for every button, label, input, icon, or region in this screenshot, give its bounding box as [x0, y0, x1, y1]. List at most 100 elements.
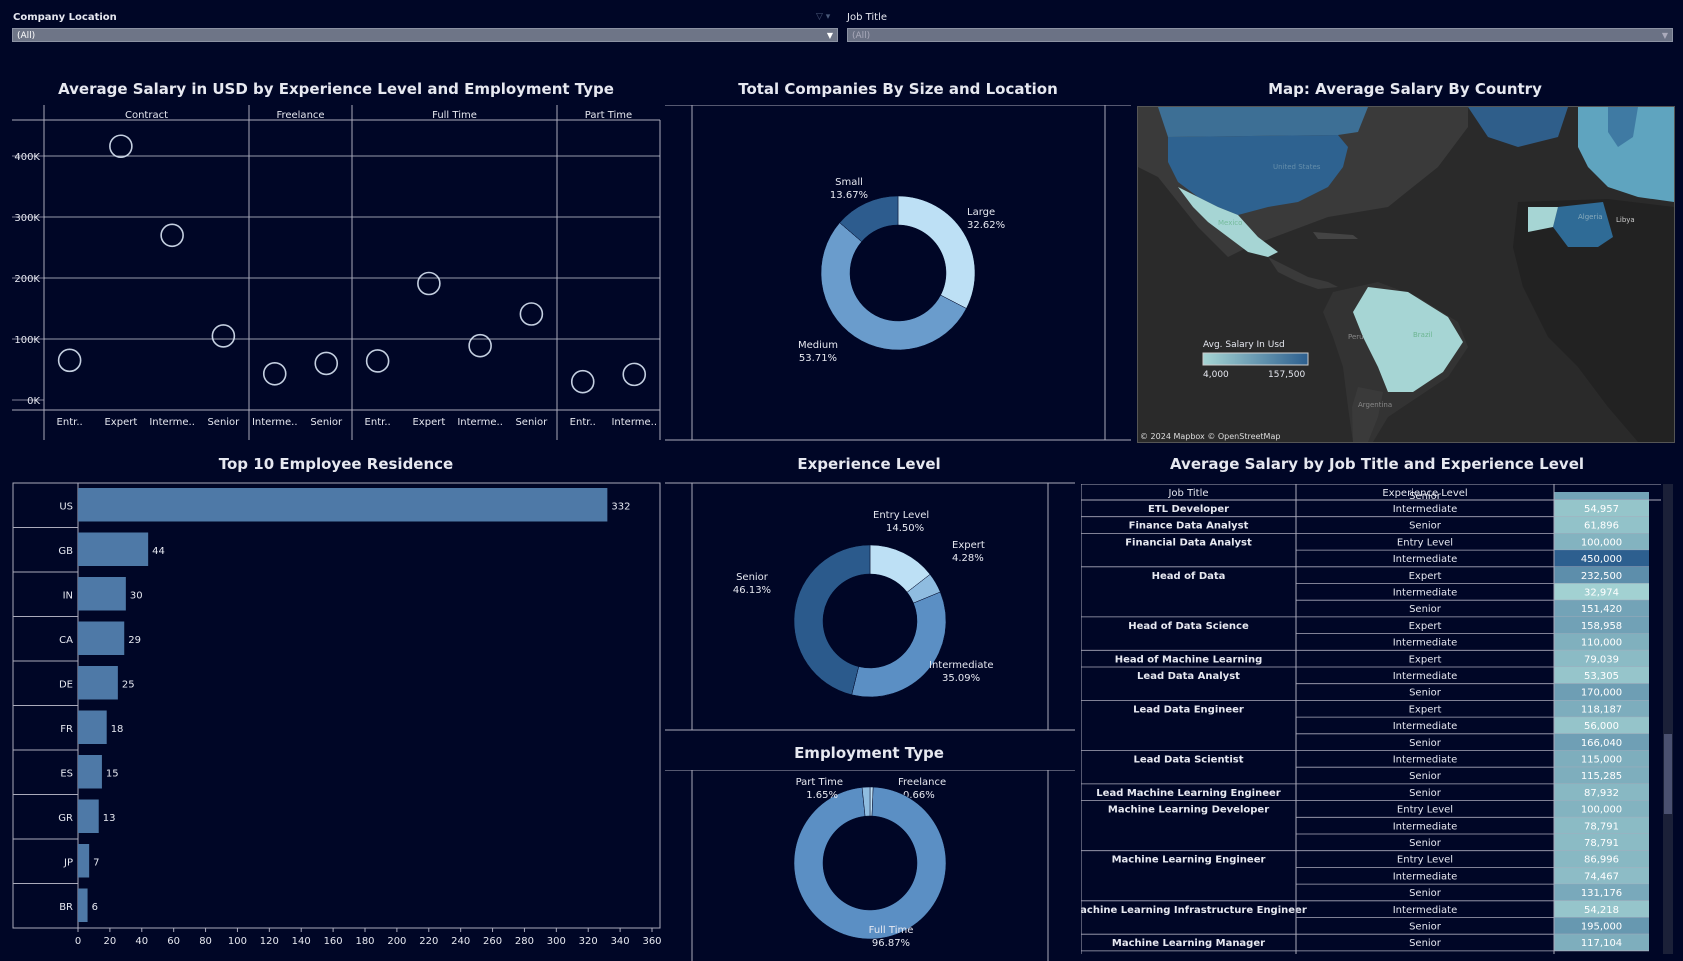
- table-salary-cell[interactable]: [1554, 650, 1649, 667]
- table-salary-cell[interactable]: [1554, 616, 1649, 634]
- experience-slice-label: Expert: [952, 540, 985, 551]
- table-job-title: Lead Data Analyst: [1137, 671, 1240, 682]
- table-salary-cell[interactable]: [1554, 917, 1649, 935]
- table-salary-cell[interactable]: [1554, 500, 1649, 517]
- bar[interactable]: [78, 488, 608, 522]
- bar-x-tick-label: 260: [483, 936, 502, 947]
- table-job-title: Head of Data: [1152, 571, 1226, 582]
- table-header-job-title: Job Title: [1167, 488, 1208, 499]
- table-salary-cell[interactable]: [1554, 800, 1649, 818]
- table-salary-value: 115,000: [1581, 755, 1622, 766]
- table-scrollbar[interactable]: [1663, 484, 1673, 954]
- experience-donut[interactable]: Entry Level 14.50% Expert 4.28% Intermediate…: [665, 480, 1075, 735]
- bar[interactable]: [78, 755, 102, 789]
- company-size-donut[interactable]: Large 32.62% Medium 53.71% Small 13.67%: [665, 105, 1131, 445]
- experience-slice-label: Senior: [736, 572, 769, 583]
- salary-scatter-chart[interactable]: 0K 100K 200K 300K 400K Contract Entr.. Expert In…: [0, 0, 665, 445]
- job-title-dropdown[interactable]: (All) ▼: [847, 28, 1673, 42]
- salary-table[interactable]: Job Title Experience Level Senior ETL Devel…: [1081, 484, 1661, 954]
- central-america-land: [1268, 257, 1338, 289]
- bar[interactable]: [78, 666, 118, 700]
- table-salary-cell[interactable]: [1554, 783, 1649, 801]
- scatter-point[interactable]: [211, 324, 236, 348]
- table-salary-cell[interactable]: [1554, 867, 1649, 885]
- scatter-point[interactable]: [109, 134, 133, 159]
- bar[interactable]: [78, 888, 88, 923]
- table-salary-cell[interactable]: [1554, 834, 1649, 851]
- scatter-x-tick-label: Senior: [515, 417, 548, 428]
- bar[interactable]: [78, 844, 90, 878]
- scatter-point[interactable]: [262, 361, 287, 386]
- table-job-title: Machine Learning Infrastructure Engineer: [1081, 905, 1307, 916]
- table-salary-value: 151,420: [1581, 604, 1622, 615]
- bar-x-tick-label: 240: [451, 936, 470, 947]
- table-salary-cell[interactable]: [1554, 900, 1649, 918]
- residence-title: Top 10 Employee Residence: [218, 455, 454, 473]
- bar[interactable]: [78, 710, 107, 745]
- table-salary-cell[interactable]: [1554, 817, 1649, 834]
- table-salary-cell[interactable]: [1554, 667, 1649, 684]
- table-salary-value: 100,000: [1581, 537, 1622, 548]
- scatter-x-tick-label: Interme..: [611, 417, 657, 428]
- experience-slice[interactable]: [793, 544, 871, 696]
- table-salary-cell[interactable]: [1554, 516, 1649, 534]
- company-location-dropdown[interactable]: (All) ▼: [12, 28, 838, 42]
- scatter-point[interactable]: [365, 349, 390, 373]
- table-salary-cell[interactable]: [1554, 566, 1649, 584]
- table-experience-cell: Intermediate: [1393, 671, 1458, 682]
- bar[interactable]: [78, 577, 126, 611]
- chevron-down-icon[interactable]: ▼: [826, 31, 833, 40]
- scatter-point[interactable]: [314, 351, 339, 376]
- company-size-slice[interactable]: [897, 195, 976, 309]
- table-salary-cell[interactable]: [1554, 550, 1649, 567]
- scatter-point[interactable]: [468, 333, 492, 358]
- scatter-point[interactable]: [622, 362, 647, 387]
- employment-slice[interactable]: [861, 786, 871, 817]
- salary-map[interactable]: United States Mexico Brazil Peru Argenti…: [1137, 106, 1675, 443]
- table-salary-cell[interactable]: [1554, 633, 1649, 651]
- bar-value-label: 7: [93, 857, 99, 868]
- table-salary-cell[interactable]: [1554, 583, 1649, 601]
- table-salary-cell[interactable]: [1554, 884, 1649, 901]
- bar-value-label: 25: [122, 679, 135, 690]
- employment-slice-pct: 0.66%: [903, 790, 935, 801]
- bar[interactable]: [78, 532, 149, 567]
- company-size-slice-label: Medium: [798, 340, 838, 351]
- map-canvas[interactable]: United States Mexico Brazil Peru Argenti…: [1138, 107, 1674, 442]
- scatter-point[interactable]: [519, 302, 544, 326]
- company-size-slice[interactable]: [839, 195, 899, 242]
- table-salary-cell[interactable]: [1554, 717, 1649, 734]
- experience-slice-pct: 4.28%: [952, 553, 984, 564]
- table-salary-cell[interactable]: [1554, 683, 1649, 701]
- table-experience-cell: Intermediate: [1393, 755, 1458, 766]
- company-size-slice[interactable]: [820, 222, 967, 351]
- table-salary-value: 56,000: [1584, 721, 1619, 732]
- bar-value-label: 332: [611, 501, 630, 512]
- employment-donut[interactable]: Freelance 0.66% Full Time 96.87% Part Time 1.…: [665, 770, 1075, 961]
- table-salary-cell[interactable]: [1554, 750, 1649, 768]
- table-salary-cell[interactable]: [1554, 767, 1649, 784]
- mexico-region: [1178, 187, 1278, 257]
- table-salary-cell[interactable]: [1554, 700, 1649, 718]
- filter-funnel-icon[interactable]: ▽ ▾: [816, 12, 831, 22]
- table-salary-cell[interactable]: [1554, 850, 1649, 868]
- scatter-point[interactable]: [417, 271, 441, 296]
- table-salary-cell[interactable]: [1554, 934, 1649, 951]
- map-legend-title: Avg. Salary In Usd: [1203, 340, 1285, 350]
- table-salary-cell[interactable]: [1554, 733, 1649, 751]
- map-label-br: Brazil: [1413, 331, 1433, 339]
- table-salary-cell[interactable]: [1554, 600, 1649, 617]
- bar-x-tick-label: 120: [260, 936, 279, 947]
- table-job-title: Financial Data Analyst: [1125, 537, 1252, 548]
- scatter-point[interactable]: [160, 223, 184, 248]
- bar[interactable]: [78, 799, 99, 834]
- table-salary-cell[interactable]: [1554, 533, 1649, 551]
- scrollbar-thumb[interactable]: [1664, 734, 1672, 814]
- experience-slice[interactable]: [851, 591, 947, 698]
- employment-slice[interactable]: [793, 786, 947, 940]
- bar[interactable]: [78, 621, 125, 656]
- chevron-down-icon[interactable]: ▼: [1661, 31, 1668, 40]
- scatter-point[interactable]: [570, 369, 595, 394]
- scatter-point[interactable]: [57, 348, 82, 373]
